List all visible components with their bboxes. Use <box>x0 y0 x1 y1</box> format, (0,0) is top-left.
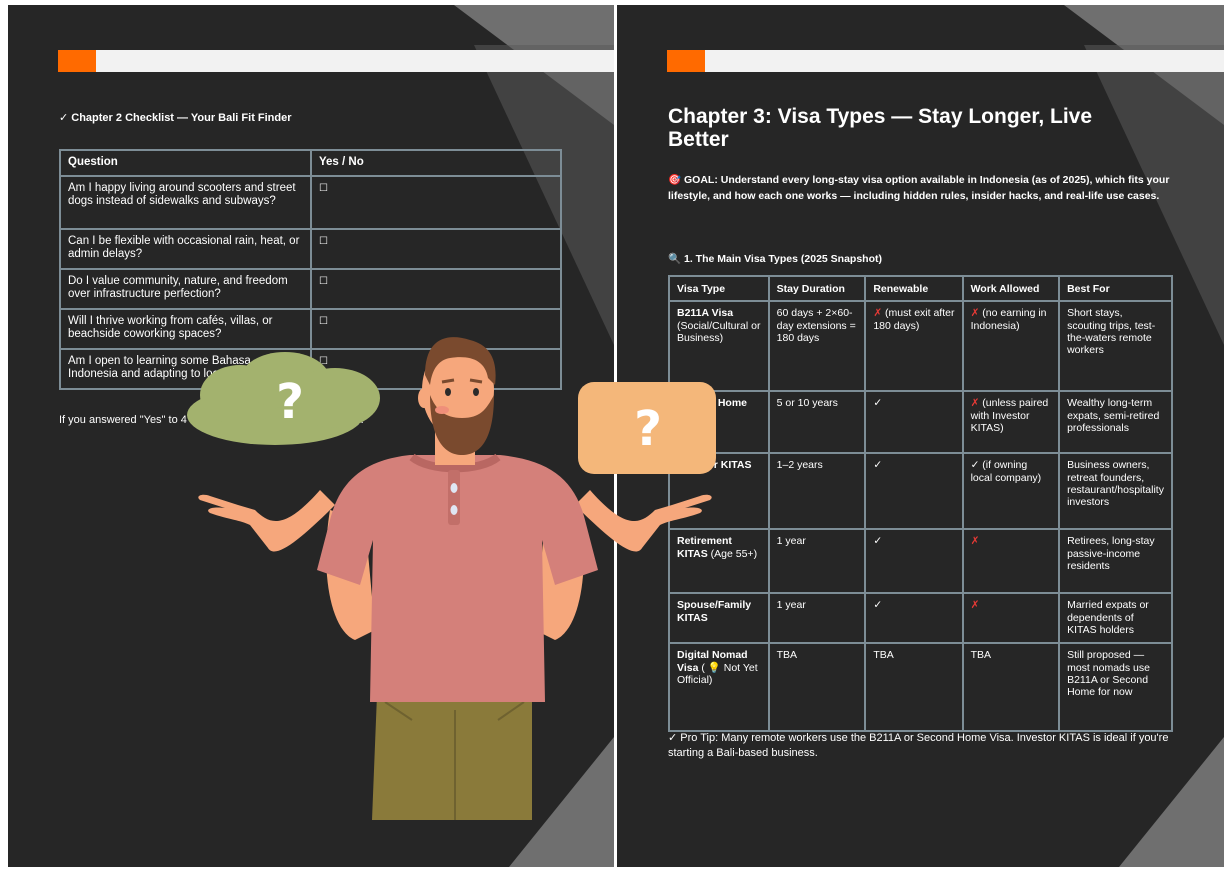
visa-table: Visa Type Stay Duration Renewable Work A… <box>668 274 1173 733</box>
cell-note: (if owning local company) <box>970 459 1042 484</box>
checklist-title: ✓ Chapter 2 Checklist — Your Bali Fit Fi… <box>59 112 292 124</box>
question-cell: Am I happy living around scooters and st… <box>59 175 312 230</box>
table-header: Work Allowed <box>961 274 1061 303</box>
cross-icon: ✗ <box>970 397 980 410</box>
table-row: Am I happy living around scooters and st… <box>59 175 562 230</box>
duration-cell: 1–2 years <box>767 452 867 531</box>
visa-name: Spouse/Family KITAS <box>677 599 752 624</box>
work-allowed-cell: ✗ <box>961 592 1061 645</box>
table-row: Do I value community, nature, and freedo… <box>59 268 562 310</box>
table-row: Digital Nomad Visa ( 💡 Not Yet Official)… <box>668 642 1173 733</box>
head <box>418 337 496 465</box>
section-title: 🔍 1. The Main Visa Types (2025 Snapshot) <box>668 253 882 265</box>
pants <box>372 695 532 820</box>
header-bar <box>667 50 1224 72</box>
best-for-cell: Business owners, retreat founders, resta… <box>1058 452 1173 531</box>
check-icon: ✓ <box>970 459 980 472</box>
renewable-cell: ✓ <box>864 452 964 531</box>
cell-note: (unless paired with Investor KITAS) <box>970 397 1049 434</box>
renewable-cell: ✓ <box>864 528 964 595</box>
table-row: Investor KITAS 1–2 years ✓ ✓ (if owning l… <box>668 452 1173 531</box>
pro-tip: ✓ Pro Tip: Many remote workers use the B… <box>668 732 1169 759</box>
table-row: B211A Visa (Social/Cultural or Business)… <box>668 300 1173 393</box>
cell-note: (no earning in Indonesia) <box>970 307 1047 332</box>
table-header-row: Visa Type Stay Duration Renewable Work A… <box>668 274 1173 303</box>
table-row: Second Home 5 or 10 years✓ ✗ (unless pai… <box>668 390 1173 455</box>
duration-cell: 1 year <box>767 592 867 645</box>
duration-cell: 1 year <box>767 528 867 595</box>
check-icon: ✓ <box>873 535 883 548</box>
table-header: Question <box>59 149 312 177</box>
best-for-cell: Wealthy long-term expats, semi-retired p… <box>1058 390 1173 455</box>
best-for-cell: Married expats or dependents of KITAS ho… <box>1058 592 1173 645</box>
goal-text: 🎯 GOAL: Understand every long-stay visa … <box>668 174 1170 202</box>
visa-name: Retirement KITAS <box>677 535 732 560</box>
visa-type-cell: Retirement KITAS (Age 55+) <box>668 528 770 595</box>
table-header: Visa Type <box>668 274 770 303</box>
cross-icon: ✗ <box>970 599 980 612</box>
confused-man-illustration: ? ? <box>187 337 716 820</box>
work-allowed-cell: ✗ <box>961 528 1061 595</box>
best-for-cell: Retirees, long-stay passive-income resid… <box>1058 528 1173 595</box>
checkbox[interactable]: ☐ <box>310 175 562 230</box>
visa-subtitle: (Age 55+) <box>710 547 758 560</box>
right-page: Chapter 3: Visa Types — Stay Longer, Liv… <box>617 5 1224 867</box>
visa-type-cell: B211A Visa (Social/Cultural or Business) <box>668 300 770 393</box>
question-cell: Do I value community, nature, and freedo… <box>59 268 312 310</box>
header-accent <box>58 50 96 72</box>
renewable-cell: TBA <box>864 642 964 733</box>
visa-name: B211A Visa <box>677 307 734 320</box>
question-cell: Will I thrive working from cafés, villas… <box>59 308 312 350</box>
check-icon: ✓ <box>873 599 883 612</box>
check-icon: ✓ <box>873 397 883 410</box>
question-mark: ? <box>634 401 662 457</box>
visa-name: Digital Nomad Visa <box>677 649 748 674</box>
table-header-row: Question Yes / No <box>59 149 562 177</box>
question-mark: ? <box>276 374 304 430</box>
cross-icon: ✗ <box>873 307 883 320</box>
question-cell: Can I be flexible with occasional rain, … <box>59 228 312 270</box>
best-for-cell: Still proposed — most nomads use B211A o… <box>1058 642 1173 733</box>
renewable-cell: ✗ (must exit after 180 days) <box>864 300 964 393</box>
table-header: Best For <box>1058 274 1173 303</box>
visa-type-cell: Digital Nomad Visa ( 💡 Not Yet Official) <box>668 642 770 733</box>
cell-note: TBA <box>970 649 991 662</box>
duration-cell: TBA <box>767 642 867 733</box>
cross-icon: ✗ <box>970 307 980 320</box>
table-row: Spouse/Family KITAS 1 year ✓ ✗ Married ex… <box>668 592 1173 645</box>
visa-subtitle: (Social/Cultural or Business) <box>677 319 761 344</box>
visa-type-cell: Spouse/Family KITAS <box>668 592 770 645</box>
best-for-cell: Short stays, scouting trips, test-the-wa… <box>1058 300 1173 393</box>
table-header: Yes / No <box>310 149 562 177</box>
table-row: Can I be flexible with occasional rain, … <box>59 228 562 270</box>
chapter-title: Chapter 3: Visa Types — Stay Longer, Liv… <box>668 105 1093 151</box>
cell-note: TBA <box>873 649 894 662</box>
table-row: Retirement KITAS (Age 55+) 1 year ✓ ✗ Reti… <box>668 528 1173 595</box>
duration-cell: 60 days + 2×60-day extensions = 180 days <box>767 300 867 393</box>
renewable-cell: ✓ <box>864 592 964 645</box>
work-allowed-cell: ✗ (no earning in Indonesia) <box>961 300 1061 393</box>
renewable-cell: ✓ <box>864 390 964 455</box>
work-allowed-cell: ✓ (if owning local company) <box>961 452 1061 531</box>
checkbox[interactable]: ☐ <box>310 268 562 310</box>
visa-subtitle: ( 💡 Not Yet Official) <box>677 661 758 686</box>
header-accent <box>667 50 705 72</box>
speech-bubble-right: ? <box>578 382 716 474</box>
duration-cell: 5 or 10 years <box>767 390 867 455</box>
thought-cloud-left: ? <box>187 352 380 445</box>
work-allowed-cell: ✗ (unless paired with Investor KITAS) <box>961 390 1061 455</box>
cell-note: (must exit after 180 days) <box>873 307 955 332</box>
shirt <box>317 453 598 702</box>
check-icon: ✓ <box>873 459 883 472</box>
header-bar <box>58 50 614 72</box>
checkbox[interactable]: ☐ <box>310 228 562 270</box>
table-header: Stay Duration <box>767 274 867 303</box>
cross-icon: ✗ <box>970 535 980 548</box>
table-header: Renewable <box>864 274 964 303</box>
work-allowed-cell: TBA <box>961 642 1061 733</box>
